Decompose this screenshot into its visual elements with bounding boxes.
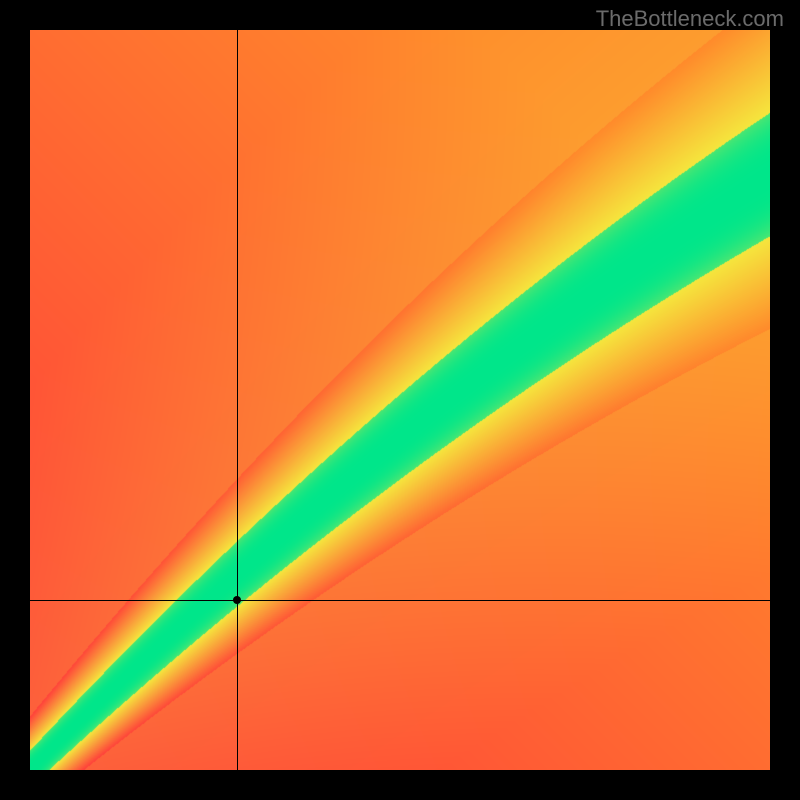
heatmap-canvas: [30, 30, 770, 770]
data-point-marker: [233, 596, 241, 604]
watermark-text: TheBottleneck.com: [596, 6, 784, 32]
chart-container: TheBottleneck.com: [0, 0, 800, 800]
crosshair-horizontal: [30, 600, 770, 601]
crosshair-vertical: [237, 30, 238, 770]
plot-area: [30, 30, 770, 770]
